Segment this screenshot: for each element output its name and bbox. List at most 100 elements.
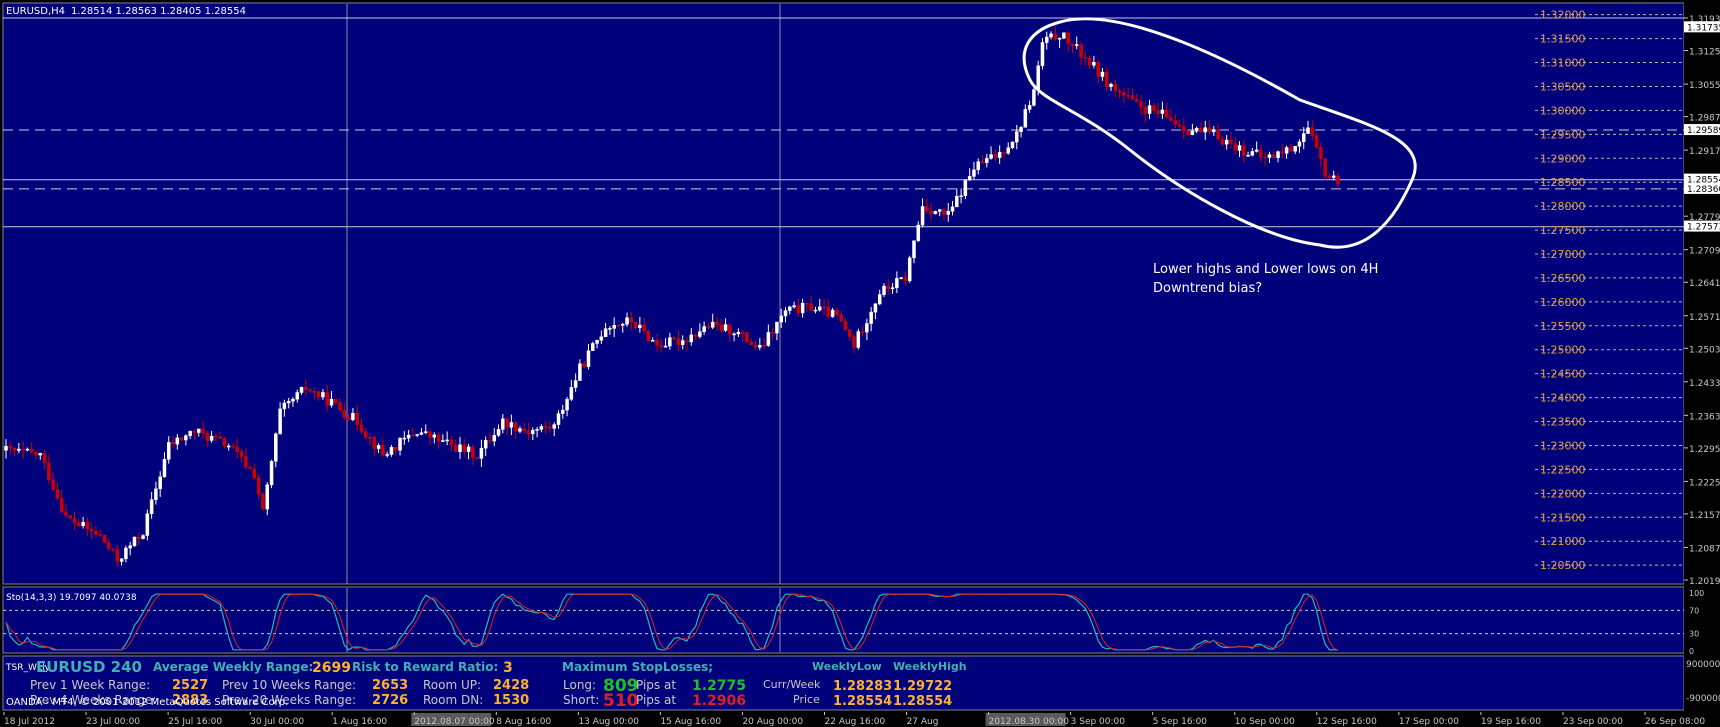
bull-candle [732, 333, 736, 336]
price-axis[interactable] [1684, 0, 1720, 712]
main-panel[interactable] [2, 2, 1685, 585]
bear-candle [1122, 92, 1126, 96]
bear-candle [903, 277, 908, 282]
price-axis-label: 1.24330 [1689, 379, 1720, 389]
bull-candle [531, 430, 535, 434]
bear-candle [1280, 151, 1285, 154]
bull-candle [162, 459, 167, 478]
bear-candle [1079, 44, 1083, 58]
bear-candle [505, 418, 509, 428]
bull-candle [286, 400, 291, 404]
bear-candle [1002, 152, 1006, 154]
bull-candle [1010, 141, 1015, 149]
bull-candle [209, 435, 214, 441]
bull-candle [1100, 71, 1105, 77]
bull-candle [877, 294, 882, 305]
bear-candle [728, 324, 732, 335]
prev20-label: Prev 20 Weeks Range: [222, 693, 356, 707]
bull-candle [1160, 109, 1165, 114]
bull-candle [813, 309, 818, 312]
candles [4, 25, 1340, 567]
bear-candle [1087, 58, 1092, 66]
bear-candle [847, 329, 852, 337]
bull-candle [608, 328, 612, 330]
bear-candle [1289, 147, 1293, 152]
bull-candle [586, 350, 591, 367]
time-axis-label: 26 Sep 08:00 [1645, 717, 1705, 727]
bull-candle [501, 418, 505, 430]
bull-candle [145, 513, 150, 536]
bear-candle [715, 321, 719, 325]
bull-candle [603, 328, 608, 338]
level-label: 1.31000 [1540, 57, 1586, 70]
bull-candle [792, 305, 796, 308]
bear-candle [244, 456, 248, 468]
bull-candle [1293, 145, 1297, 152]
bear-candle [1117, 90, 1122, 93]
bull-candle [458, 444, 462, 452]
bear-candle [428, 431, 432, 438]
bull-candle [663, 345, 668, 348]
bear-candle [436, 434, 441, 442]
prev4-label: Prev 4 Weeks Range: [30, 693, 156, 707]
bull-candle [937, 209, 942, 212]
bull-candle [321, 392, 325, 398]
bear-candle [488, 440, 492, 442]
bull-candle [299, 387, 304, 393]
short-pips-at-label: Pips at [636, 693, 676, 707]
room-dn-value: 1530 [493, 693, 529, 708]
level-label: 1.22500 [1540, 463, 1586, 476]
level-label: 1.30000 [1540, 104, 1586, 117]
bull-candle [775, 321, 779, 334]
bear-candle [346, 416, 351, 420]
bull-candle [496, 429, 501, 436]
price-low: 1.28554 [833, 694, 892, 709]
bull-candle [406, 434, 411, 439]
bear-candle [1083, 57, 1088, 59]
bear-candle [1336, 175, 1340, 185]
level-label: 1.26500 [1540, 272, 1586, 285]
bear-candle [1134, 98, 1139, 102]
price-axis-label: 1.22950 [1689, 445, 1720, 455]
bear-candle [1173, 120, 1177, 126]
bear-candle [102, 534, 107, 543]
bear-candle [47, 462, 51, 481]
bull-candle [1306, 127, 1310, 134]
bear-candle [364, 431, 368, 438]
price-axis-label: 1.20190 [1689, 577, 1720, 587]
tsr-panel[interactable] [2, 655, 1685, 711]
bull-candle [890, 287, 895, 289]
bull-candle [1062, 32, 1066, 39]
bear-candle [359, 424, 364, 432]
bull-candle [535, 429, 539, 431]
bear-candle [843, 320, 848, 331]
stochastic-axis-label: 70 [1689, 606, 1699, 615]
rr-value: 3 [503, 660, 513, 676]
bull-candle [595, 340, 599, 344]
price-highlight-box [1684, 173, 1720, 185]
price-highlight-label: 1.29589 [1687, 126, 1720, 136]
bear-candle [72, 517, 77, 524]
bull-candle [578, 363, 582, 381]
bear-candle [642, 324, 646, 332]
time-axis-label: 30 Jul 00:00 [250, 717, 304, 727]
bear-candle [59, 497, 64, 513]
short-value: 510 [603, 691, 639, 711]
bull-candle [766, 332, 771, 346]
bear-candle [342, 409, 347, 418]
bear-candle [171, 442, 175, 445]
prev1-value: 2527 [172, 678, 208, 693]
bull-candle [573, 380, 578, 388]
bear-candle [1216, 129, 1220, 140]
bear-candle [372, 437, 377, 449]
bull-candle [1301, 133, 1306, 143]
bear-candle [137, 536, 141, 539]
level-label: 1.30500 [1540, 80, 1586, 93]
bear-candle [231, 445, 235, 448]
room-dn-label: Room DN: [423, 693, 483, 707]
bear-candle [526, 430, 531, 434]
price-axis-label: 1.29870 [1689, 114, 1720, 124]
tsr-title: EURUSD 240 [36, 658, 142, 676]
